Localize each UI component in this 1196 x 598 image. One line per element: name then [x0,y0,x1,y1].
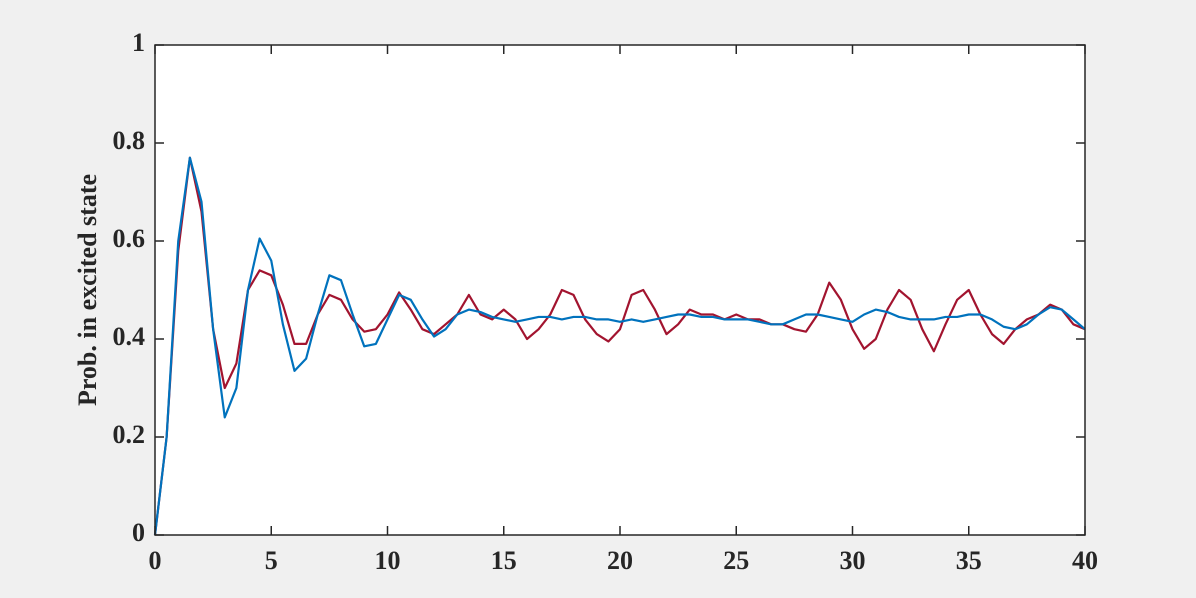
x-tick-label: 5 [265,546,278,575]
data-line [153,156,1086,536]
x-tick-label: 35 [956,546,982,575]
y-tick-label: 0.8 [113,126,146,155]
x-tick-label: 0 [149,546,162,575]
x-tick-label: 25 [723,546,749,575]
y-axis-label: Prob. in excited state [73,174,102,406]
y-tick-label: 0 [132,518,145,547]
x-tick-label: 10 [375,546,401,575]
y-tick-label: 1 [132,28,145,57]
y-tick-label: 0.4 [113,322,146,351]
plot-area [155,45,1085,535]
y-tick-label: 0.2 [113,420,146,449]
y-tick-label: 0.6 [113,224,146,253]
x-tick-label: 40 [1072,546,1098,575]
x-tick-label: 20 [607,546,633,575]
x-tick-label: 15 [491,546,517,575]
x-tick-label: 30 [840,546,866,575]
data-line [153,156,1086,536]
